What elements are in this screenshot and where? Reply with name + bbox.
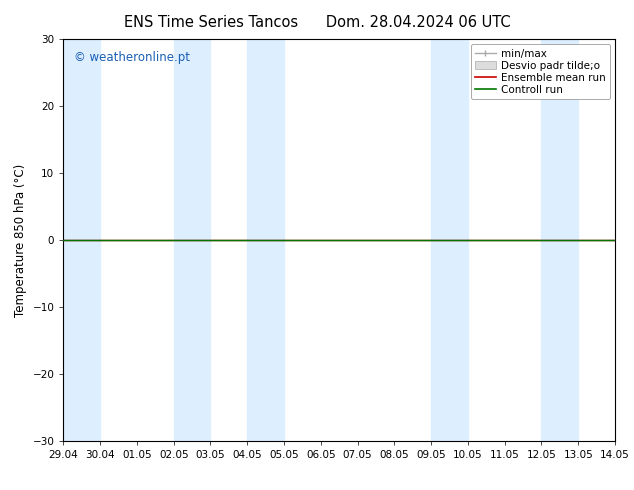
Bar: [63, 39, 100, 441]
Bar: [174, 39, 210, 441]
Legend: min/max, Desvio padr tilde;o, Ensemble mean run, Controll run: min/max, Desvio padr tilde;o, Ensemble m…: [470, 45, 610, 99]
Bar: [541, 39, 578, 441]
Text: ENS Time Series Tancos      Dom. 28.04.2024 06 UTC: ENS Time Series Tancos Dom. 28.04.2024 0…: [124, 15, 510, 30]
Bar: [431, 39, 468, 441]
Y-axis label: Temperature 850 hPa (°C): Temperature 850 hPa (°C): [14, 164, 27, 317]
Text: © weatheronline.pt: © weatheronline.pt: [74, 51, 190, 64]
Bar: [247, 39, 284, 441]
